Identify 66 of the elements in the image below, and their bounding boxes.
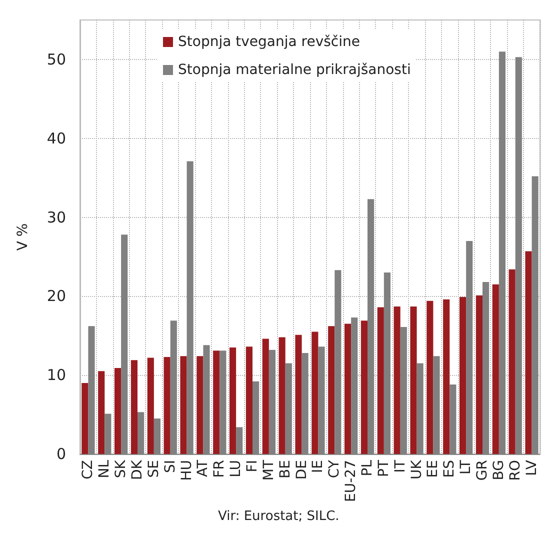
bar <box>130 360 138 454</box>
x-tick-label: SI <box>162 460 178 474</box>
bar <box>278 337 286 454</box>
bar <box>508 269 516 454</box>
bar <box>410 306 417 454</box>
x-tick-label: RO <box>507 460 524 481</box>
x-tick-label: FR <box>212 460 228 478</box>
y-tick-label: 10 <box>46 366 66 384</box>
x-tick-label: LT <box>458 460 474 474</box>
bar <box>246 346 252 454</box>
x-tick-label: NL <box>96 460 113 478</box>
y-tick-label: 20 <box>46 287 66 306</box>
x-tick-label: EE <box>425 460 442 478</box>
x-tick-label: AT <box>195 460 212 478</box>
bar <box>196 356 204 454</box>
x-tick-label: GR <box>474 460 490 481</box>
bar <box>492 284 499 454</box>
x-tick-label: ES <box>442 460 458 478</box>
bar <box>344 324 352 454</box>
x-tick-label: CY <box>326 460 343 478</box>
bar <box>114 368 122 454</box>
x-tick-label: PL <box>360 460 376 476</box>
bar <box>312 332 318 454</box>
bar <box>377 307 384 454</box>
bar <box>147 358 154 454</box>
bar <box>82 382 88 454</box>
x-tick-label: DE <box>294 460 310 480</box>
bar <box>295 334 302 454</box>
x-tick-label: LV <box>524 460 540 476</box>
bar <box>360 320 368 454</box>
bar <box>98 371 105 454</box>
x-tick-label: HU <box>178 460 195 481</box>
legend-label: Stopnja tveganja revščine <box>178 34 360 50</box>
bar <box>443 299 450 454</box>
x-tick-label: BE <box>277 460 294 478</box>
bar <box>230 347 236 454</box>
x-tick-label: SE <box>146 460 162 478</box>
x-tick-label: FI <box>244 460 260 472</box>
bar <box>180 356 187 454</box>
bar <box>213 350 220 454</box>
x-tick-label: CZ <box>80 460 96 480</box>
x-tick-label: LU <box>228 460 244 478</box>
bar <box>262 338 269 454</box>
x-tick-label: SK <box>113 459 130 478</box>
x-tick-label: EU-27 <box>343 460 360 502</box>
bar <box>164 356 170 454</box>
y-tick-label: 50 <box>46 50 66 68</box>
y-tick-label: 40 <box>46 129 66 148</box>
x-tick-label: UK <box>408 459 425 480</box>
x-tick-label: DK <box>130 459 146 480</box>
y-tick-label: 30 <box>46 208 66 226</box>
x-tick-label: IT <box>392 460 408 473</box>
text: Vir: Eurostat; SILC. <box>218 509 340 524</box>
bar <box>525 251 532 454</box>
y-tick-label: 0 <box>56 445 66 463</box>
x-tick-label: BG <box>490 460 507 480</box>
x-tick-label: IE <box>310 460 326 473</box>
bar <box>394 306 400 454</box>
bar <box>328 326 335 454</box>
y-axis-title: V % <box>15 223 31 251</box>
bar <box>476 295 482 454</box>
bar <box>460 296 466 454</box>
bar <box>426 300 434 454</box>
legend-label: Stopnja materialne prikrajšanosti <box>178 62 411 78</box>
x-tick-label: MT <box>260 460 277 481</box>
x-tick-label: PT <box>376 460 392 477</box>
